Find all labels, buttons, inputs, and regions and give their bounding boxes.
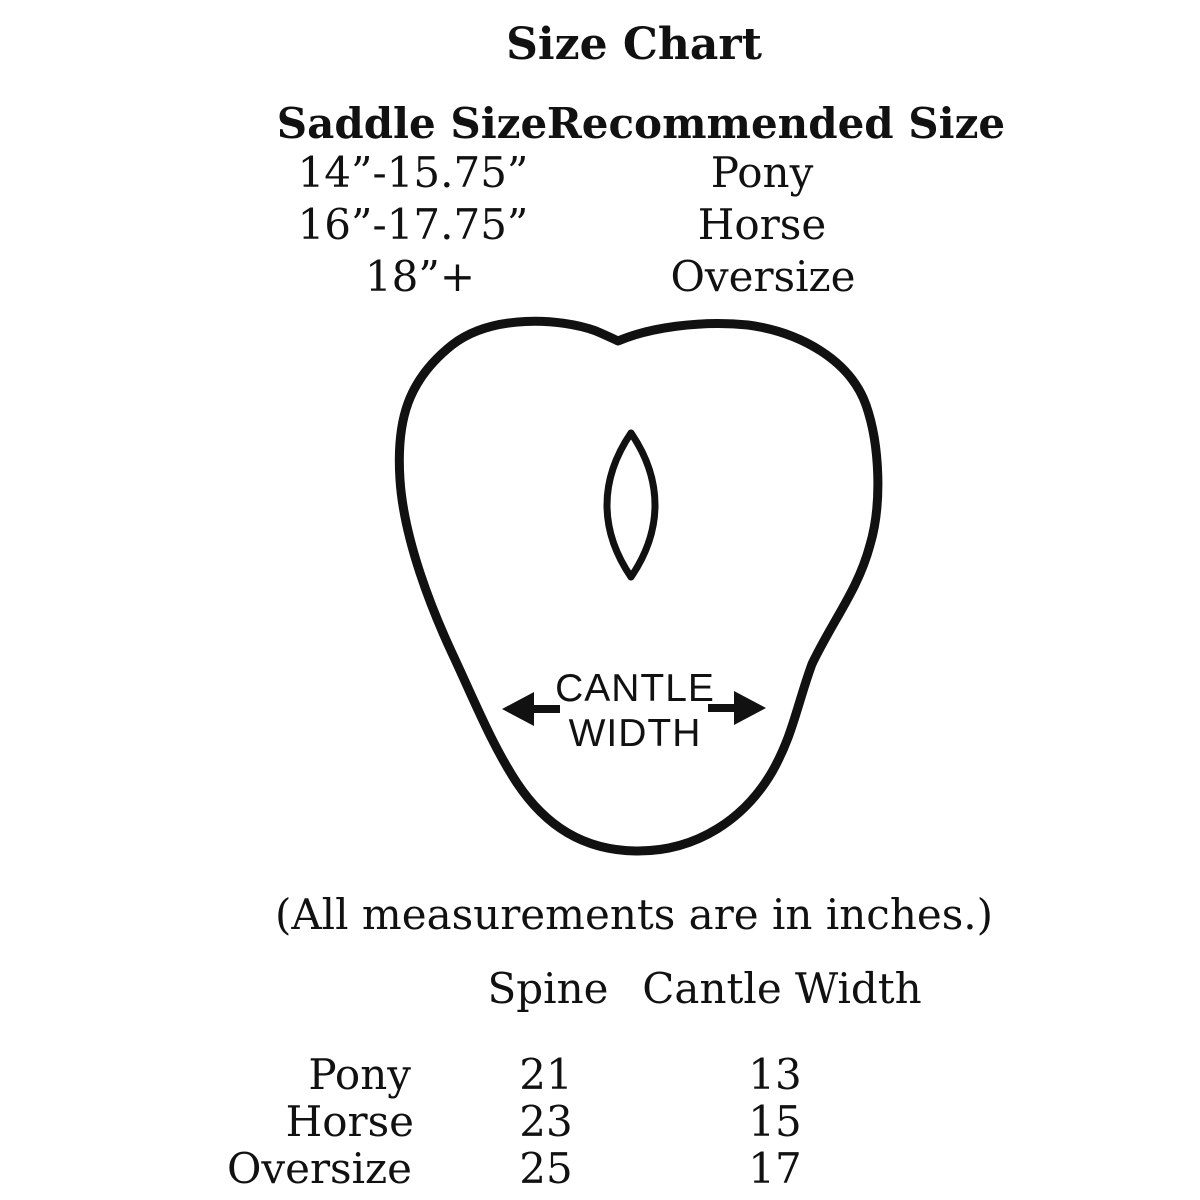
size-label: Horse [285, 1097, 414, 1146]
saddle-size-value: 16”-17.75” [297, 200, 529, 249]
cantle-width-value: 13 [748, 1050, 802, 1099]
spine-value: 25 [519, 1144, 573, 1193]
cantle-width-value: 15 [748, 1097, 802, 1146]
recommended-size-value: Oversize [670, 252, 856, 301]
measurements-note: (All measurements are in inches.) [274, 890, 994, 939]
saddle-pad-outline [394, 316, 883, 856]
saddle-size-column-header: Saddle Size [276, 99, 548, 148]
page-title: Size Chart [506, 19, 762, 70]
cantle-width-label-line1: CANTLE [555, 667, 715, 710]
cantle-width-left-arrow [502, 692, 560, 726]
recommended-size-value: Pony [710, 148, 814, 197]
cantle-width-value: 17 [748, 1144, 802, 1193]
size-label: Oversize [226, 1144, 412, 1193]
cantle-width-label-line2: WIDTH [568, 712, 702, 755]
spine-value: 21 [519, 1050, 573, 1099]
spine-value: 23 [519, 1097, 573, 1146]
saddle-size-value: 14”-15.75” [297, 148, 529, 197]
cantle-width-right-arrow [708, 691, 766, 725]
saddle-size-value: 18”+ [364, 252, 476, 301]
cantle-width-column-header: Cantle Width [642, 964, 922, 1013]
spine-column-header: Spine [487, 964, 609, 1013]
left-arrow-head [502, 692, 534, 726]
recommended-size-column-header: Recommended Size [546, 99, 1006, 148]
cantle-width-label: CANTLE WIDTH [555, 666, 715, 756]
spine-slit [603, 429, 659, 581]
right-arrow-head [734, 691, 766, 725]
size-label: Pony [308, 1050, 411, 1099]
recommended-size-value: Horse [697, 200, 827, 249]
